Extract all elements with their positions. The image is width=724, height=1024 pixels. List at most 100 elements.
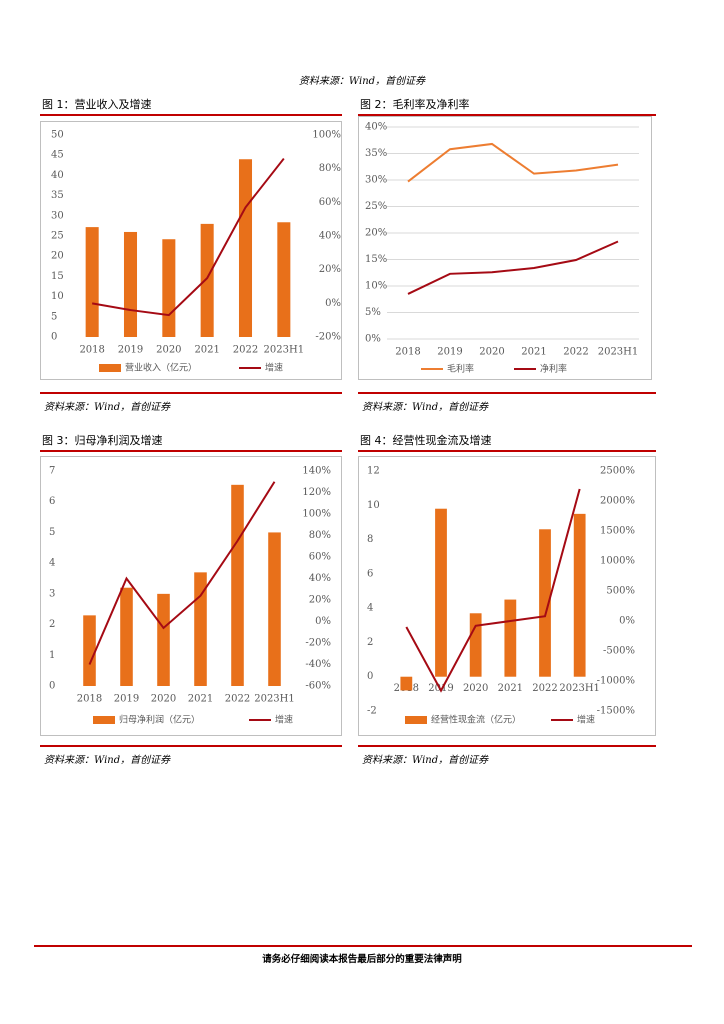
figure-3-bottom-rule xyxy=(40,745,342,747)
bar-2018 xyxy=(400,676,413,691)
series-line-1 xyxy=(407,240,619,295)
left-axis-tick-label: 10% xyxy=(365,281,387,292)
legend-bar-label: 经营性现金流（亿元） xyxy=(431,714,521,726)
left-axis-tick-label: 30% xyxy=(365,175,387,186)
right-axis-tick-label: 20% xyxy=(309,595,331,606)
x-axis-category-label: 2021 xyxy=(188,694,213,705)
right-axis-tick-label: 40% xyxy=(319,231,341,242)
figure-3-top-rule xyxy=(40,450,342,452)
x-axis-category-label: 2021 xyxy=(498,683,523,694)
left-axis-tick-label: 25 xyxy=(51,231,64,242)
x-axis-category-label: 2023H1 xyxy=(254,694,295,705)
left-axis-tick-label: 4 xyxy=(367,603,373,614)
x-axis-category-label: 2020 xyxy=(463,683,488,694)
figure-1-bottom-rule xyxy=(40,392,342,394)
left-axis-tick-label: 2 xyxy=(49,619,55,630)
figure-2-chart: 0% 5% 10% 15% 20% 25% 30% 35% 40% 2018 2019 2020 202… xyxy=(365,122,639,375)
figure-2-source: 资料来源：Wind，首创证券 xyxy=(362,402,489,413)
right-axis-tick-label: 2000% xyxy=(600,496,635,507)
left-axis-tick-label: 0 xyxy=(49,681,55,692)
bar-2019 xyxy=(120,587,133,686)
left-axis-tick-label: 0 xyxy=(51,332,57,343)
left-axis-tick-label: 8 xyxy=(367,534,373,545)
right-axis-tick-label: 500% xyxy=(606,586,635,597)
x-axis-category-label: 2022 xyxy=(233,345,258,356)
x-axis-category-label: 2022 xyxy=(532,683,557,694)
legend-bar-swatch xyxy=(405,716,427,724)
left-axis-tick-label: 40 xyxy=(51,170,64,181)
legend-line-label: 增速 xyxy=(275,714,293,726)
right-axis-tick-label: 140% xyxy=(302,466,331,477)
legend-line-label: 增速 xyxy=(577,714,595,726)
left-axis-tick-label: 35% xyxy=(365,148,387,159)
footer-rule xyxy=(34,945,692,947)
right-axis-tick-label: -20% xyxy=(315,332,341,343)
bar-2018 xyxy=(83,615,96,686)
left-axis-tick-label: 50 xyxy=(51,130,64,141)
x-axis-category-label: 2022 xyxy=(225,694,250,705)
growth-rate-line xyxy=(405,488,581,693)
left-axis-tick-label: 15 xyxy=(51,271,64,282)
left-axis-tick-label: 0% xyxy=(365,334,381,345)
bar-2020 xyxy=(157,593,170,686)
figure-2-bottom-rule xyxy=(358,392,656,394)
figure-4-bottom-rule xyxy=(358,745,656,747)
right-axis-tick-label: 1500% xyxy=(600,526,635,537)
growth-rate-line xyxy=(88,481,276,665)
left-axis-tick-label: 0 xyxy=(367,671,373,682)
legend-line-label: 增速 xyxy=(265,362,283,374)
right-axis-tick-label: 40% xyxy=(309,573,331,584)
left-axis-tick-label: 5% xyxy=(365,307,381,318)
right-axis-tick-label: 80% xyxy=(319,163,341,174)
right-axis-tick-label: 0% xyxy=(619,616,635,627)
left-axis-tick-label: 30 xyxy=(51,210,64,221)
bar-2023H1 xyxy=(573,513,586,677)
bar-2021 xyxy=(504,599,517,677)
left-axis-tick-label: 20 xyxy=(51,251,64,262)
left-axis-tick-label: -2 xyxy=(367,706,377,717)
left-axis-tick-label: 5 xyxy=(51,311,57,322)
legend-series-label: 毛利率 xyxy=(447,363,474,375)
right-axis-tick-label: -40% xyxy=(305,659,331,670)
bar-2023H1 xyxy=(268,532,281,686)
x-axis-category-label: 2018 xyxy=(77,694,102,705)
figure-2-title: 图 2：毛利率及净利率 xyxy=(360,98,470,111)
figure-3-panel: 0 1 2 3 4 5 6 7 -60% -40% -20% 0% 20% 40% 60% 80% 100% 12… xyxy=(40,456,342,736)
figure-2-panel: 0% 5% 10% 15% 20% 25% 30% 35% 40% 2018 2019 2020 202… xyxy=(358,116,652,380)
right-axis-tick-label: 20% xyxy=(319,264,341,275)
bar-2021 xyxy=(194,572,207,686)
x-axis-category-label: 2021 xyxy=(521,347,546,358)
left-axis-tick-label: 40% xyxy=(365,122,387,133)
x-axis-category-label: 2023H1 xyxy=(598,347,639,358)
right-axis-tick-label: 80% xyxy=(309,530,331,541)
figure-4-source: 资料来源：Wind，首创证券 xyxy=(362,755,489,766)
right-axis-tick-label: 120% xyxy=(302,487,331,498)
x-axis-category-label: 2018 xyxy=(395,347,420,358)
figure-1-panel: 0 5 10 15 20 25 30 35 40 45 50 -20% 0% 20% 40% 60% 80% 10… xyxy=(40,121,342,380)
figure-2-top-rule xyxy=(358,114,656,116)
x-axis-category-label: 2022 xyxy=(563,347,588,358)
left-axis-tick-label: 6 xyxy=(49,496,55,507)
left-axis-tick-label: 10 xyxy=(51,291,64,302)
right-axis-tick-label: -500% xyxy=(603,646,635,657)
footer-legal-notice: 请务必仔细阅读本报告最后部分的重要法律声明 xyxy=(262,954,462,965)
right-axis-tick-label: -1000% xyxy=(597,676,635,687)
right-axis-tick-label: 2500% xyxy=(600,466,635,477)
series-line-0 xyxy=(407,142,619,183)
left-axis-tick-label: 45 xyxy=(51,150,64,161)
top-source-note: 资料来源：Wind，首创证券 xyxy=(298,76,426,87)
figure-3-chart: 0 1 2 3 4 5 6 7 -60% -40% -20% 0% 20% 40% 60% 80% 100% 12… xyxy=(49,466,331,726)
figure-1-source: 资料来源：Wind，首创证券 xyxy=(44,402,171,413)
right-axis-tick-label: 0% xyxy=(325,298,341,309)
x-axis-category-label: 2023H1 xyxy=(264,345,305,356)
legend-bar-swatch xyxy=(99,364,121,372)
legend-series-label: 净利率 xyxy=(540,363,567,375)
bar-2020 xyxy=(469,613,482,677)
right-axis-tick-label: -60% xyxy=(305,681,331,692)
left-axis-tick-label: 5 xyxy=(49,527,55,538)
right-axis-tick-label: 100% xyxy=(302,509,331,520)
right-axis-tick-label: 0% xyxy=(315,616,331,627)
bar-2022 xyxy=(231,484,244,686)
legend-bar-label: 归母净利润（亿元） xyxy=(119,714,200,726)
left-axis-tick-label: 12 xyxy=(367,466,380,477)
